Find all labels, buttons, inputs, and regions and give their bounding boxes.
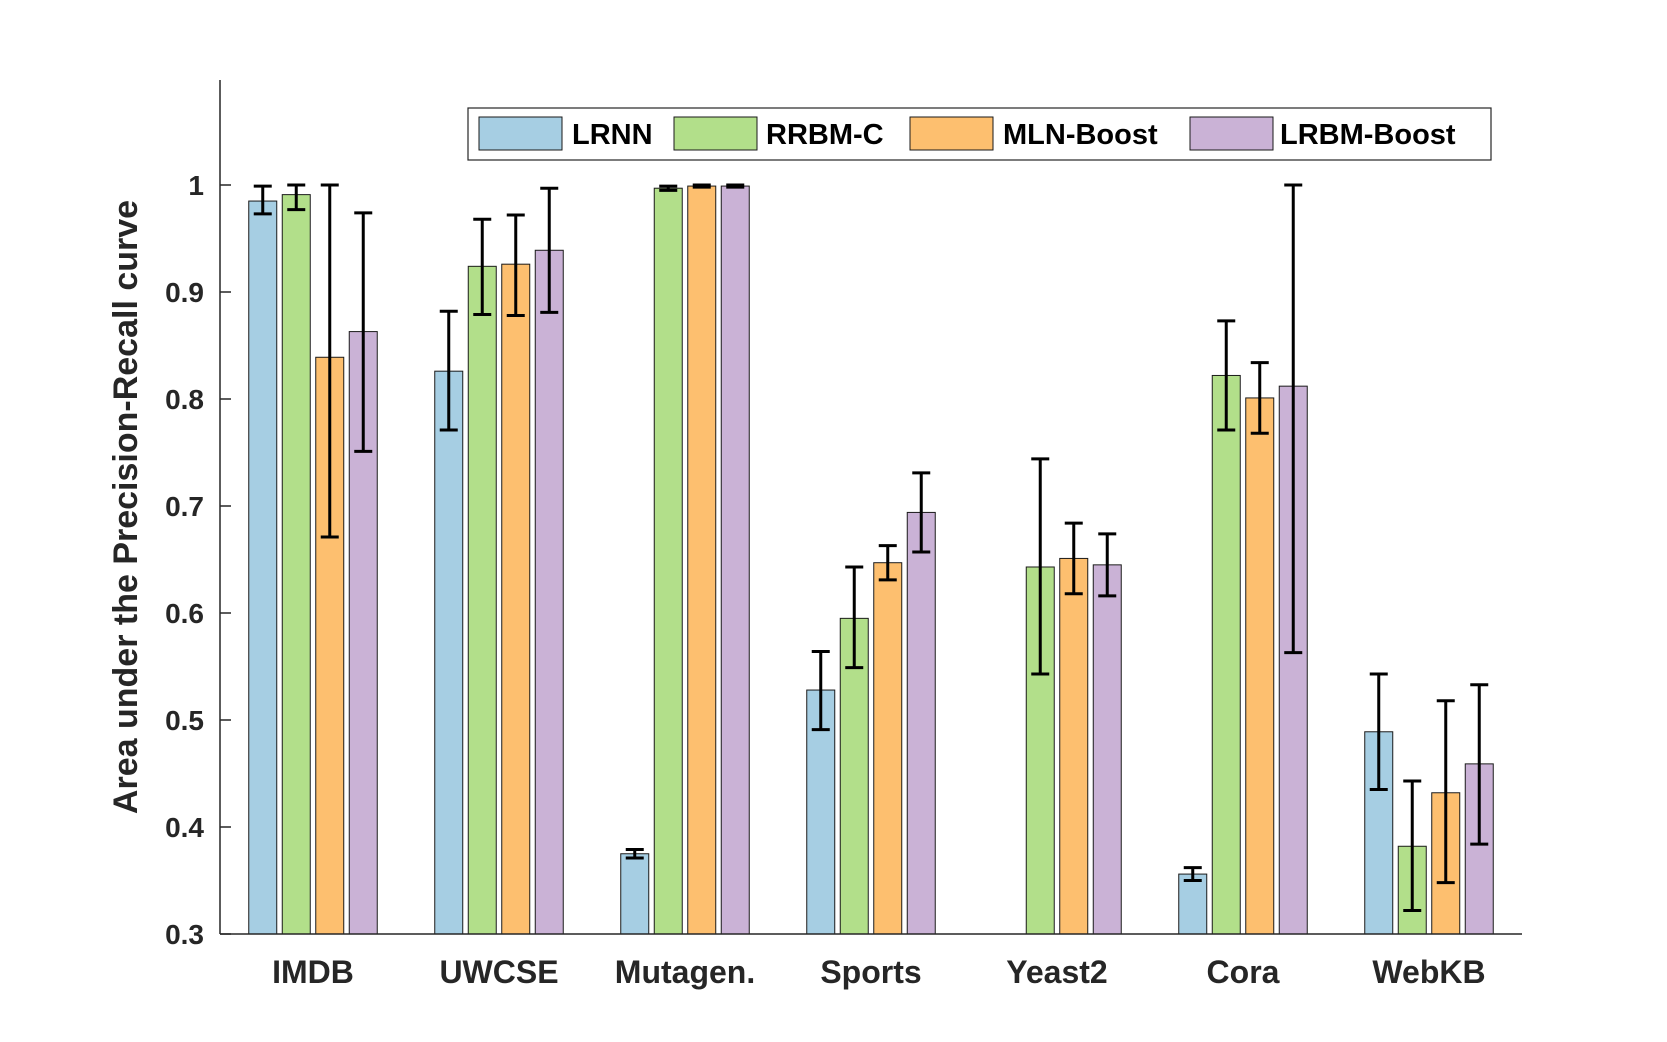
error-bar-lrnn-mutagen [625,847,644,860]
bar-rrbm-c-sports [839,617,869,935]
y-tick-label: 0.7 [165,491,204,522]
x-tick-label: WebKB [1372,954,1485,990]
y-tick-label: 0.3 [165,919,204,950]
error-bar-lrnn-uwcse [439,309,458,432]
bar-rrbm-c-mutagen [653,187,683,935]
y-tick-label: 0.6 [165,598,204,629]
bar-mln-boost-cora [1245,397,1275,935]
legend-label-rrbm-c: RRBM-C [766,119,884,151]
error-bar-rrbm-c-yeast2 [1031,457,1050,676]
bars-layer [248,185,1494,935]
y-tick-label: 0.9 [165,277,204,308]
y-tick-label: 0.8 [165,384,204,415]
error-bar-rrbm-c-cora [1217,319,1236,432]
y-axis-title: Area under the Precision-Recall curve [107,200,145,814]
bar-rrbm-c-cora [1211,374,1241,935]
legend-label-lrnn: LRNN [572,119,653,151]
y-ticks: 0.3 0.4 0.5 0.6 0.7 0.8 0.9 1 [165,170,231,950]
bar-lrbm-boost-uwcse [534,249,564,935]
bar-mln-boost-sports [873,562,903,935]
error-bar-lrbm-boost-mutagen [726,183,745,189]
y-tick-label: 1 [188,170,204,201]
x-tick-label: Sports [820,954,921,990]
error-bar-lrbm-boost-uwcse [540,186,559,314]
x-tick-label: UWCSE [439,954,558,990]
legend-swatch-mln-boost [909,116,994,151]
error-bar-rrbm-c-sports [845,565,864,670]
error-bar-lrbm-boost-cora [1284,183,1303,655]
bar-lrnn-imdb [248,200,278,935]
bar-rrbm-c-uwcse [467,265,497,935]
x-tick-label: IMDB [272,954,354,990]
legend-label-mln-boost: MLN-Boost [1003,119,1158,151]
axes [219,80,1522,935]
bar-mln-boost-yeast2 [1059,557,1089,935]
bar-lrnn-cora [1178,873,1208,935]
error-bar-lrnn-sports [811,650,830,732]
x-tick-label: Mutagen. [615,954,755,990]
bar-rrbm-c-imdb [281,194,311,935]
error-bar-mln-boost-uwcse [506,213,525,318]
legend-label-lrbm-boost: LRBM-Boost [1280,119,1456,151]
bar-lrnn-mutagen [620,853,650,935]
error-bar-lrnn-webkb [1369,672,1388,792]
error-bar-lrbm-boost-webkb [1470,683,1489,846]
legend: LRNN RRBM-C MLN-Boost LRBM-Boost [467,107,1492,161]
error-bar-lrbm-boost-yeast2 [1098,532,1117,598]
bar-lrnn-uwcse [434,370,464,935]
bar-mln-boost-uwcse [501,263,531,935]
bar-lrbm-boost-sports [906,511,936,935]
error-bar-mln-boost-webkb [1436,699,1455,885]
error-bar-mln-boost-yeast2 [1064,521,1083,596]
y-tick-label: 0.4 [165,812,204,843]
legend-swatch-rrbm-c [673,116,758,151]
error-bars-layer [253,183,1489,912]
error-bar-lrbm-boost-sports [912,471,931,554]
error-bar-rrbm-c-webkb [1403,779,1422,912]
error-bar-rrbm-c-uwcse [473,217,492,316]
bar-mln-boost-mutagen [687,185,717,935]
y-tick-label: 0.5 [165,705,204,736]
error-bar-lrnn-cora [1183,866,1202,882]
x-tick-labels: IMDB UWCSE Mutagen. Sports Yeast2 Cora WebKB [272,954,1485,990]
x-tick-label: Yeast2 [1006,954,1107,990]
legend-swatch-lrbm-boost [1189,116,1274,151]
error-bar-lrbm-boost-imdb [354,211,373,453]
error-bar-rrbm-c-imdb [287,183,306,212]
error-bar-mln-boost-cora [1250,361,1269,435]
bar-lrbm-boost-mutagen [720,185,750,935]
error-bar-lrnn-imdb [253,184,272,216]
error-bar-mln-boost-mutagen [692,183,711,189]
error-bar-mln-boost-sports [878,544,897,582]
bar-lrbm-boost-yeast2 [1092,564,1122,935]
error-bar-mln-boost-imdb [320,183,339,539]
legend-swatch-lrnn [478,116,563,151]
error-bar-rrbm-c-mutagen [659,184,678,192]
x-tick-label: Cora [1207,954,1280,990]
